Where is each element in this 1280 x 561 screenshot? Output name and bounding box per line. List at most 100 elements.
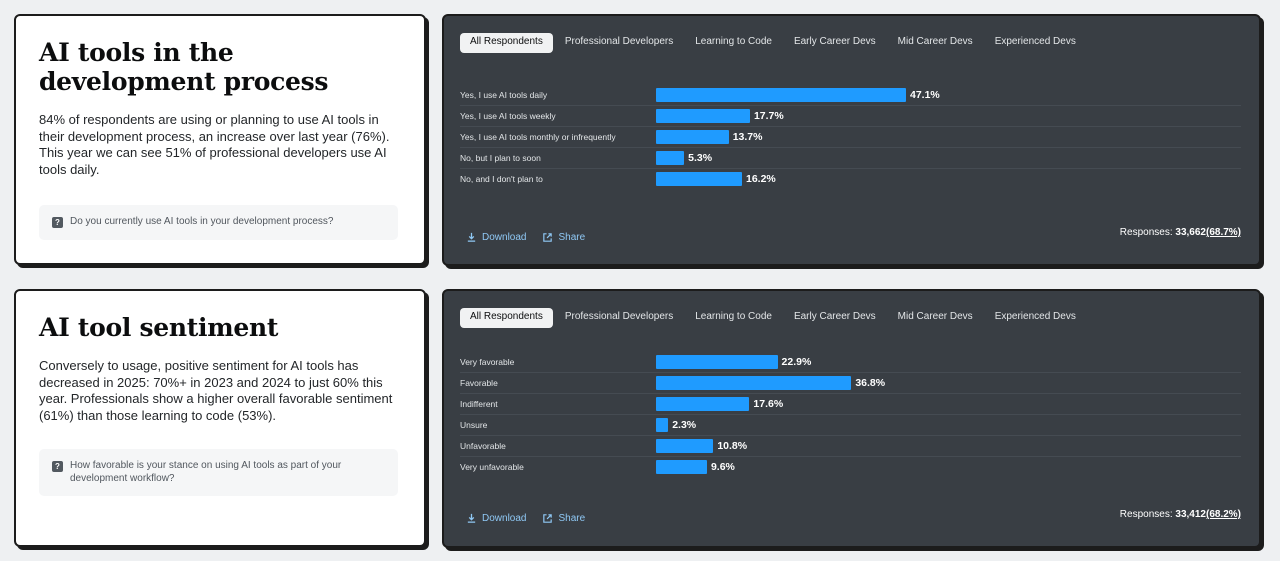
bar-track: 5.3% [656, 151, 1156, 165]
category-label: Favorable [460, 378, 498, 388]
bar [656, 88, 906, 102]
section-description: 84% of respondents are using or planning… [39, 112, 390, 177]
bar [656, 439, 714, 453]
chart-row: No, but I plan to soon 5.3% [460, 148, 1241, 169]
question-icon: ? [52, 461, 63, 472]
category-label: Unsure [460, 420, 488, 430]
responses-number: 33,662 [1175, 227, 1206, 238]
download-label: Download [482, 232, 527, 243]
category-label: Indifferent [460, 399, 498, 409]
bar-value-label: 17.7% [753, 110, 784, 122]
chart-row: Yes, I use AI tools weekly 17.7% [460, 106, 1241, 127]
share-icon [543, 233, 553, 242]
survey-question-text: How favorable is your stance on using AI… [70, 460, 342, 484]
category-label: Very unfavorable [460, 462, 524, 472]
tab-learning-to-code[interactable]: Learning to Code [695, 311, 772, 322]
bar-track: 47.1% [656, 88, 1156, 102]
share-icon [543, 514, 553, 523]
tab-early-career-devs[interactable]: Early Career Devs [793, 311, 876, 322]
tab-learning-to-code[interactable]: Learning to Code [695, 36, 772, 47]
tab-mid-career-devs[interactable]: Mid Career Devs [897, 36, 973, 47]
chart-row: Yes, I use AI tools monthly or infrequen… [460, 127, 1241, 148]
bar [656, 172, 742, 186]
category-label: No, and I don't plan to [460, 174, 543, 184]
section-title: AI tools in the development process [39, 38, 329, 96]
chart-row: Unfavorable 10.8% [460, 436, 1241, 457]
share-label: Share [558, 513, 586, 524]
section-description: Conversely to usage, positive sentiment … [39, 358, 393, 423]
tab-early-career-devs[interactable]: Early Career Devs [793, 36, 876, 47]
bar [656, 376, 852, 390]
chart-actions: Download Share [466, 232, 585, 243]
bar [656, 355, 778, 369]
bar-value-label: 9.6% [710, 461, 735, 473]
chart-actions: Download Share [466, 513, 585, 524]
bar-value-label: 17.6% [753, 398, 784, 410]
tab-experienced-devs[interactable]: Experienced Devs [994, 36, 1076, 47]
bar-track: 22.9% [656, 355, 1156, 369]
tab-experienced-devs[interactable]: Experienced Devs [994, 311, 1076, 322]
chart-row: Favorable 36.8% [460, 373, 1241, 394]
responses-percent[interactable]: (68.2%) [1205, 509, 1241, 520]
download-label: Download [482, 513, 527, 524]
share-button[interactable]: Share [542, 232, 585, 243]
question-icon: ? [52, 217, 63, 228]
download-button[interactable]: Download [466, 513, 526, 524]
respondent-tabs: All Respondents Professional Developers … [460, 33, 1086, 53]
share-label: Share [558, 232, 586, 243]
tab-professional-developers[interactable]: Professional Developers [564, 36, 674, 47]
responses-percent[interactable]: (68.7%) [1205, 227, 1241, 238]
tab-mid-career-devs[interactable]: Mid Career Devs [897, 311, 973, 322]
category-label: Unfavorable [460, 441, 506, 451]
bar-track: 17.6% [656, 397, 1156, 411]
category-label: Yes, I use AI tools monthly or infrequen… [460, 132, 616, 142]
bar-value-label: 10.8% [717, 440, 748, 452]
bar-chart: Yes, I use AI tools daily 47.1% Yes, I use… [460, 85, 1241, 190]
tab-all-respondents[interactable]: All Respondents [460, 308, 553, 328]
category-label: Very favorable [460, 357, 515, 367]
bar-value-label: 47.1% [910, 89, 940, 101]
bar-value-label: 13.7% [732, 131, 763, 143]
survey-question-text: Do you currently use AI tools in your de… [70, 216, 334, 227]
bar-value-label: 22.9% [781, 356, 812, 368]
bar-track: 17.7% [656, 109, 1156, 123]
bar-value-label: 16.2% [745, 173, 776, 185]
survey-question: ? How favorable is your stance on using … [39, 449, 398, 496]
bar-value-label: 2.3% [672, 419, 697, 431]
bar-value-label: 36.8% [855, 377, 886, 389]
chart-row: No, and I don't plan to 16.2% [460, 169, 1241, 190]
section-info-card-1: AI tools in the development process 84% … [14, 14, 426, 265]
share-button[interactable]: Share [542, 513, 585, 524]
responses-count: Responses: 33,412(68.2%) [1120, 509, 1241, 520]
bar-track: 10.8% [656, 439, 1156, 453]
responses-number: 33,412 [1175, 509, 1206, 520]
bar-track: 36.8% [656, 376, 1156, 390]
bar-value-label: 5.3% [688, 152, 713, 164]
bar-chart: Very favorable 22.9% Favorable 36.8% Indiffe… [460, 352, 1241, 478]
tab-professional-developers[interactable]: Professional Developers [564, 311, 674, 322]
bar [656, 460, 707, 474]
section-title: AI tool sentiment [39, 313, 279, 342]
tab-all-respondents[interactable]: All Respondents [460, 33, 553, 53]
section-info-card-2: AI tool sentiment Conversely to usage, p… [14, 289, 426, 547]
chart-panel-1: All Respondents Professional Developers … [442, 14, 1261, 266]
bar-track: 2.3% [656, 418, 1156, 432]
category-label: No, but I plan to soon [460, 153, 541, 163]
download-icon [467, 232, 476, 242]
bar-track: 16.2% [656, 172, 1156, 186]
category-label: Yes, I use AI tools weekly [460, 111, 556, 121]
bar [656, 397, 750, 411]
bar-track: 9.6% [656, 460, 1156, 474]
respondent-tabs: All Respondents Professional Developers … [460, 308, 1086, 328]
responses-label: Responses: [1119, 509, 1173, 520]
chart-row: Very unfavorable 9.6% [460, 457, 1241, 478]
bar-track: 13.7% [656, 130, 1156, 144]
bar [656, 418, 669, 432]
responses-label: Responses: [1119, 227, 1173, 238]
chart-row: Very favorable 22.9% [460, 352, 1241, 373]
chart-row: Yes, I use AI tools daily 47.1% [460, 85, 1241, 106]
download-button[interactable]: Download [466, 232, 526, 243]
bar [656, 151, 685, 165]
download-icon [467, 513, 476, 523]
bar [656, 109, 750, 123]
